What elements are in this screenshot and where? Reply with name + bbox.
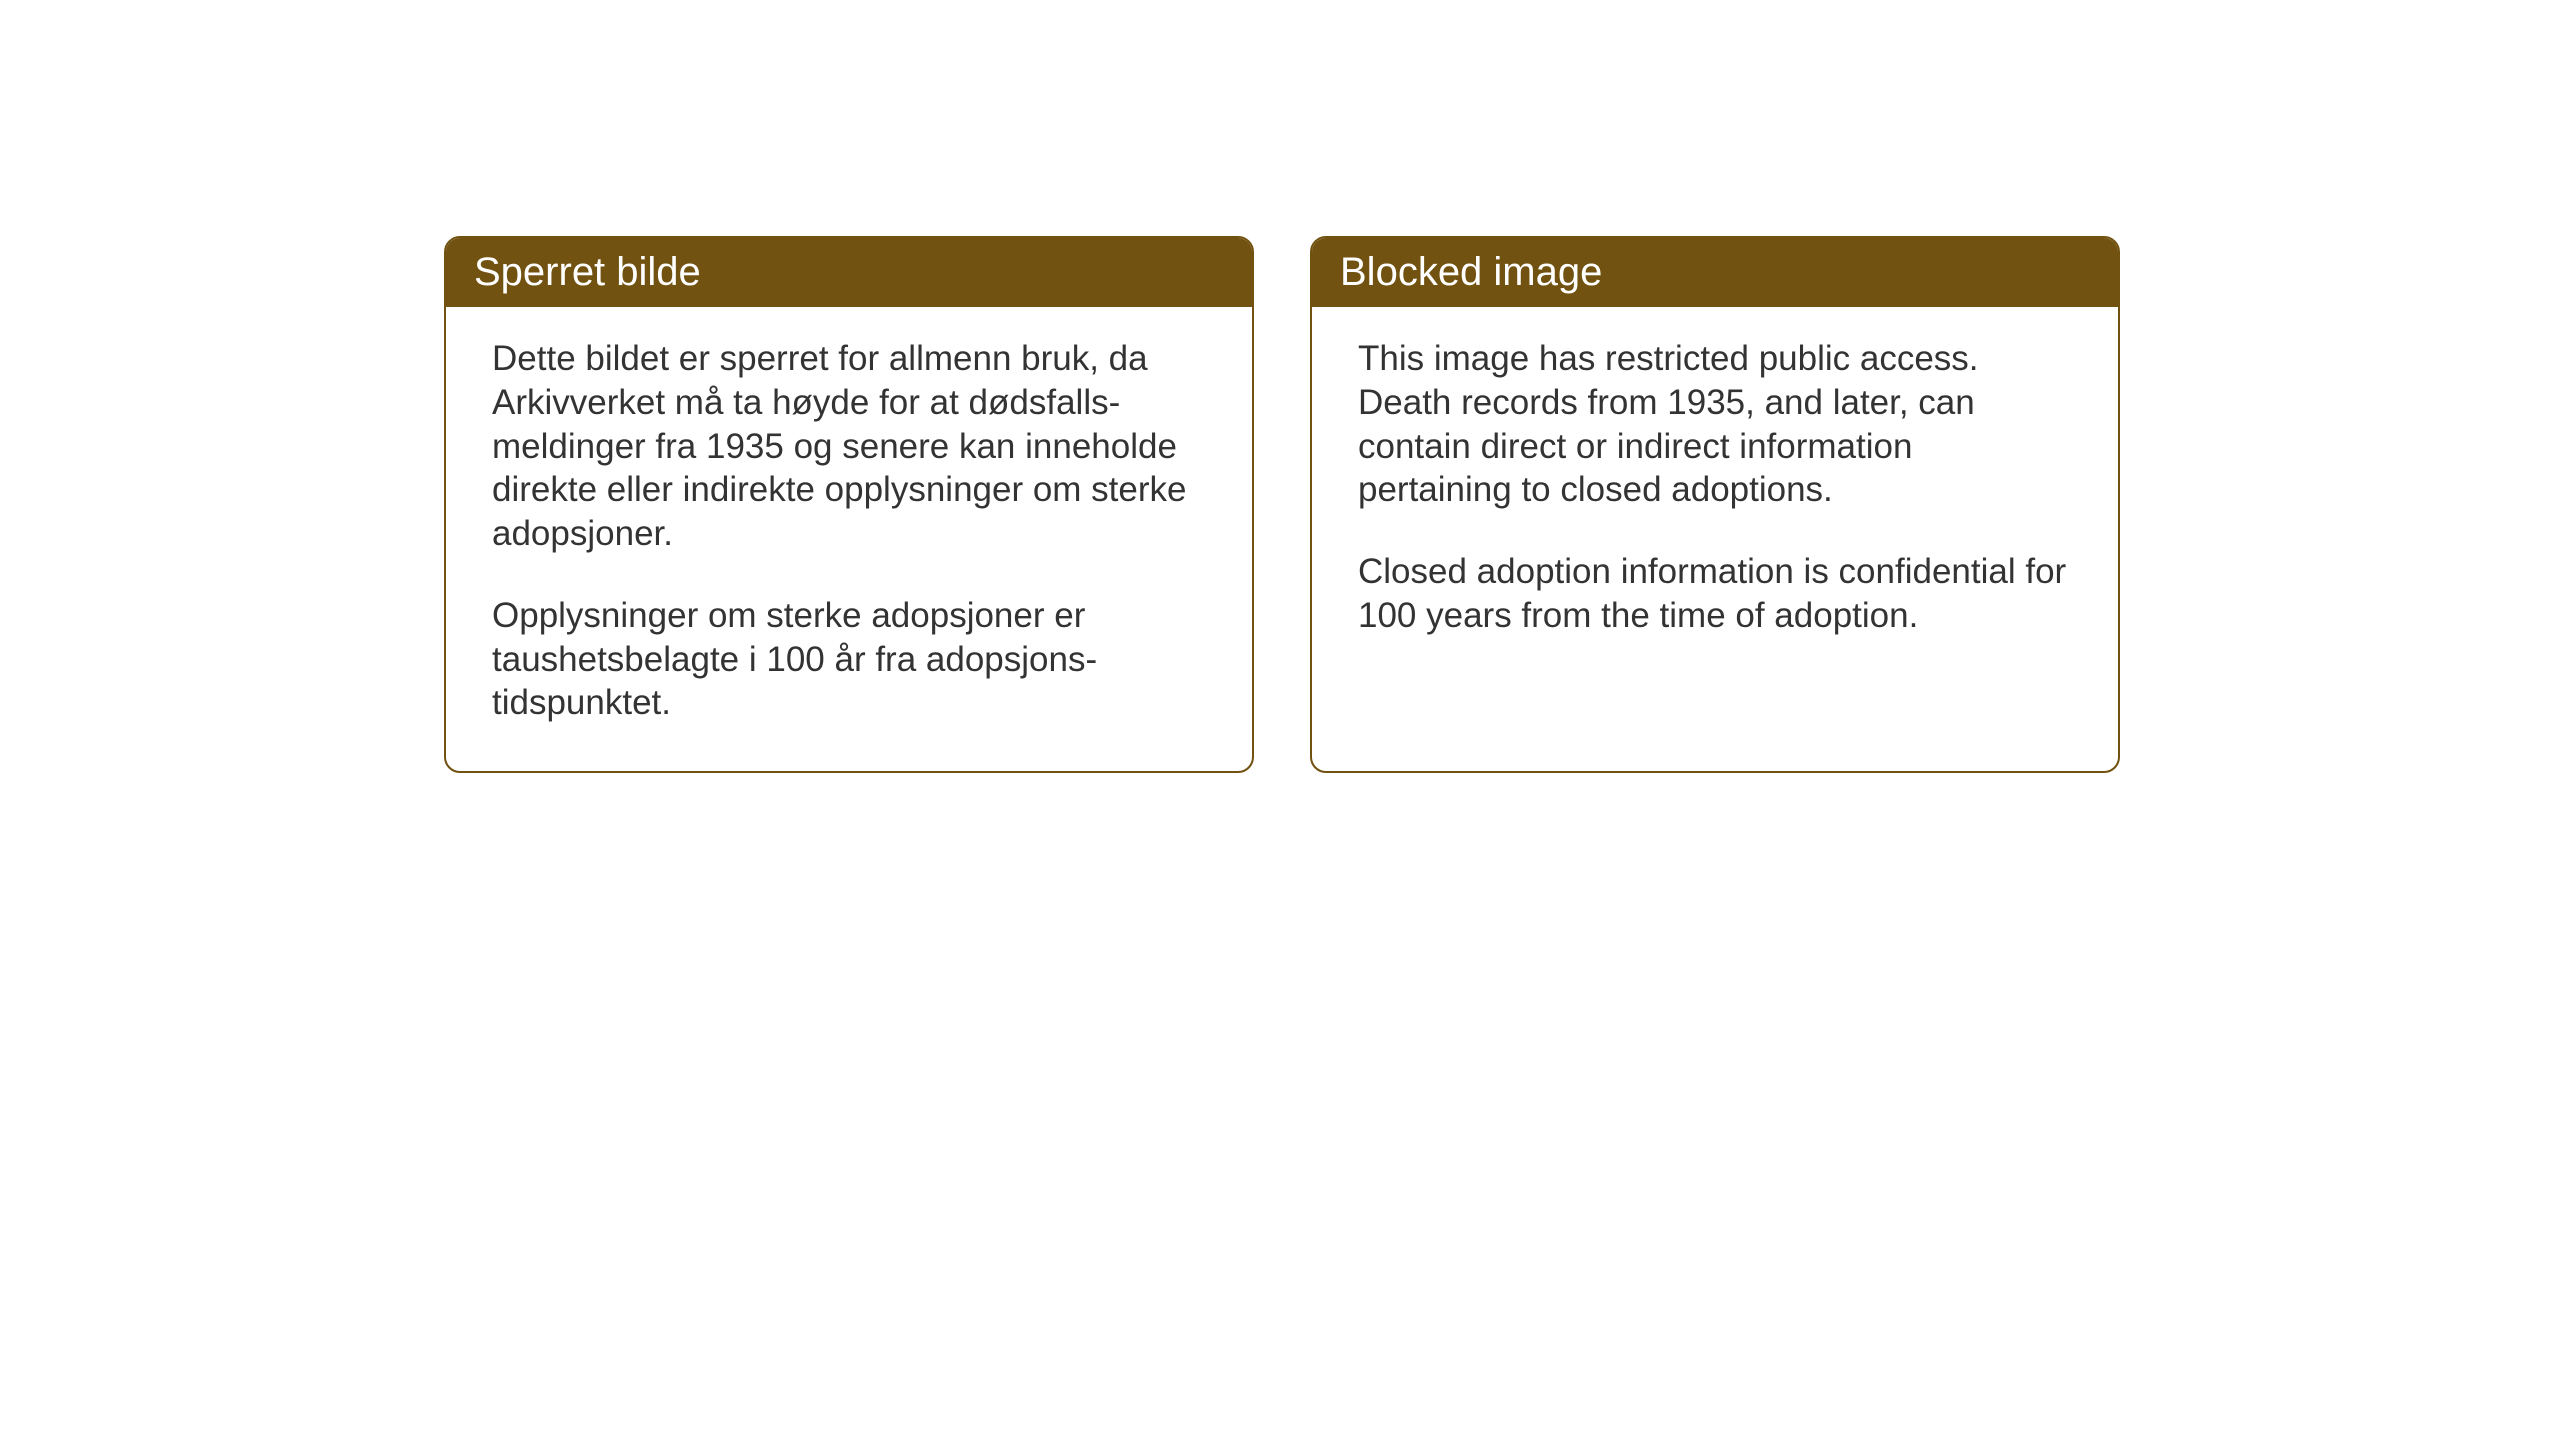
notice-container: Sperret bilde Dette bildet er sperret fo… (444, 236, 2120, 773)
card-title: Sperret bilde (474, 250, 701, 294)
notice-card-norwegian: Sperret bilde Dette bildet er sperret fo… (444, 236, 1254, 773)
notice-card-english: Blocked image This image has restricted … (1310, 236, 2120, 773)
card-paragraph: Closed adoption information is confident… (1358, 550, 2072, 638)
card-paragraph: This image has restricted public access.… (1358, 337, 2072, 512)
card-paragraph: Dette bildet er sperret for allmenn bruk… (492, 337, 1206, 556)
card-header-english: Blocked image (1312, 238, 2118, 307)
card-paragraph: Opplysninger om sterke adopsjoner er tau… (492, 594, 1206, 725)
card-title: Blocked image (1340, 250, 1602, 294)
card-header-norwegian: Sperret bilde (446, 238, 1252, 307)
card-body-english: This image has restricted public access.… (1312, 307, 2118, 684)
card-body-norwegian: Dette bildet er sperret for allmenn bruk… (446, 307, 1252, 771)
